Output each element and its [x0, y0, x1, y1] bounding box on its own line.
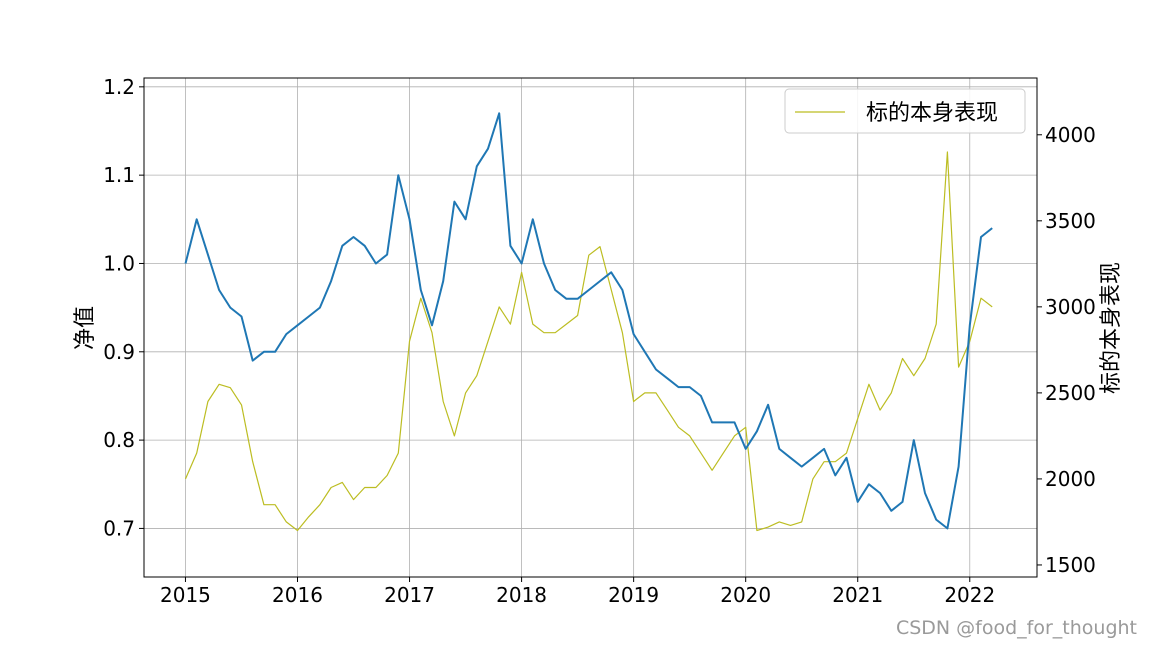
- y-right-tick-label: 3000: [1045, 295, 1096, 319]
- y-right-tick-label: 1500: [1045, 553, 1096, 577]
- y-left-tick-label: 0.9: [103, 340, 135, 364]
- y-right-tick-label: 3500: [1045, 209, 1096, 233]
- y-axis-right: 1500 2000 2500 3000 3500 4000: [1037, 123, 1096, 577]
- x-tick-label: 2022: [944, 583, 995, 607]
- x-axis: 2015 2016 2017 2018 2019 2020 2021 2022: [160, 577, 995, 607]
- watermark: CSDN @food_for_thought: [896, 617, 1137, 639]
- x-tick-label: 2016: [272, 583, 323, 607]
- y-left-tick-label: 0.7: [103, 516, 135, 540]
- y-left-tick-label: 1.1: [103, 163, 135, 187]
- grid: [144, 78, 1037, 577]
- y-axis-left: 0.7 0.8 0.9 1.0 1.1 1.2: [103, 75, 144, 540]
- y-left-tick-label: 0.8: [103, 428, 135, 452]
- plot-frame: [143, 77, 1038, 578]
- y-axis-left-label: 净值: [73, 306, 98, 350]
- y-left-tick-label: 1.2: [103, 75, 135, 99]
- y-right-tick-label: 4000: [1045, 123, 1096, 147]
- x-tick-label: 2020: [720, 583, 771, 607]
- series-line-nav: [184, 112, 993, 530]
- series-line-underlying: [184, 151, 993, 532]
- legend: 标的本身表现: [784, 88, 1026, 134]
- y-right-tick-label: 2500: [1045, 381, 1096, 405]
- y-axis-right-label: 标的本身表现: [1099, 262, 1124, 394]
- legend-box: [784, 88, 1026, 134]
- x-tick-label: 2017: [384, 583, 435, 607]
- x-tick-label: 2021: [832, 583, 883, 607]
- y-left-tick-label: 1.0: [103, 251, 135, 275]
- y-right-tick-label: 2000: [1045, 467, 1096, 491]
- series-layer: [184, 112, 993, 532]
- legend-label-underlying: 标的本身表现: [866, 101, 998, 126]
- x-tick-label: 2018: [496, 583, 547, 607]
- x-tick-label: 2019: [608, 583, 659, 607]
- x-tick-label: 2015: [160, 583, 211, 607]
